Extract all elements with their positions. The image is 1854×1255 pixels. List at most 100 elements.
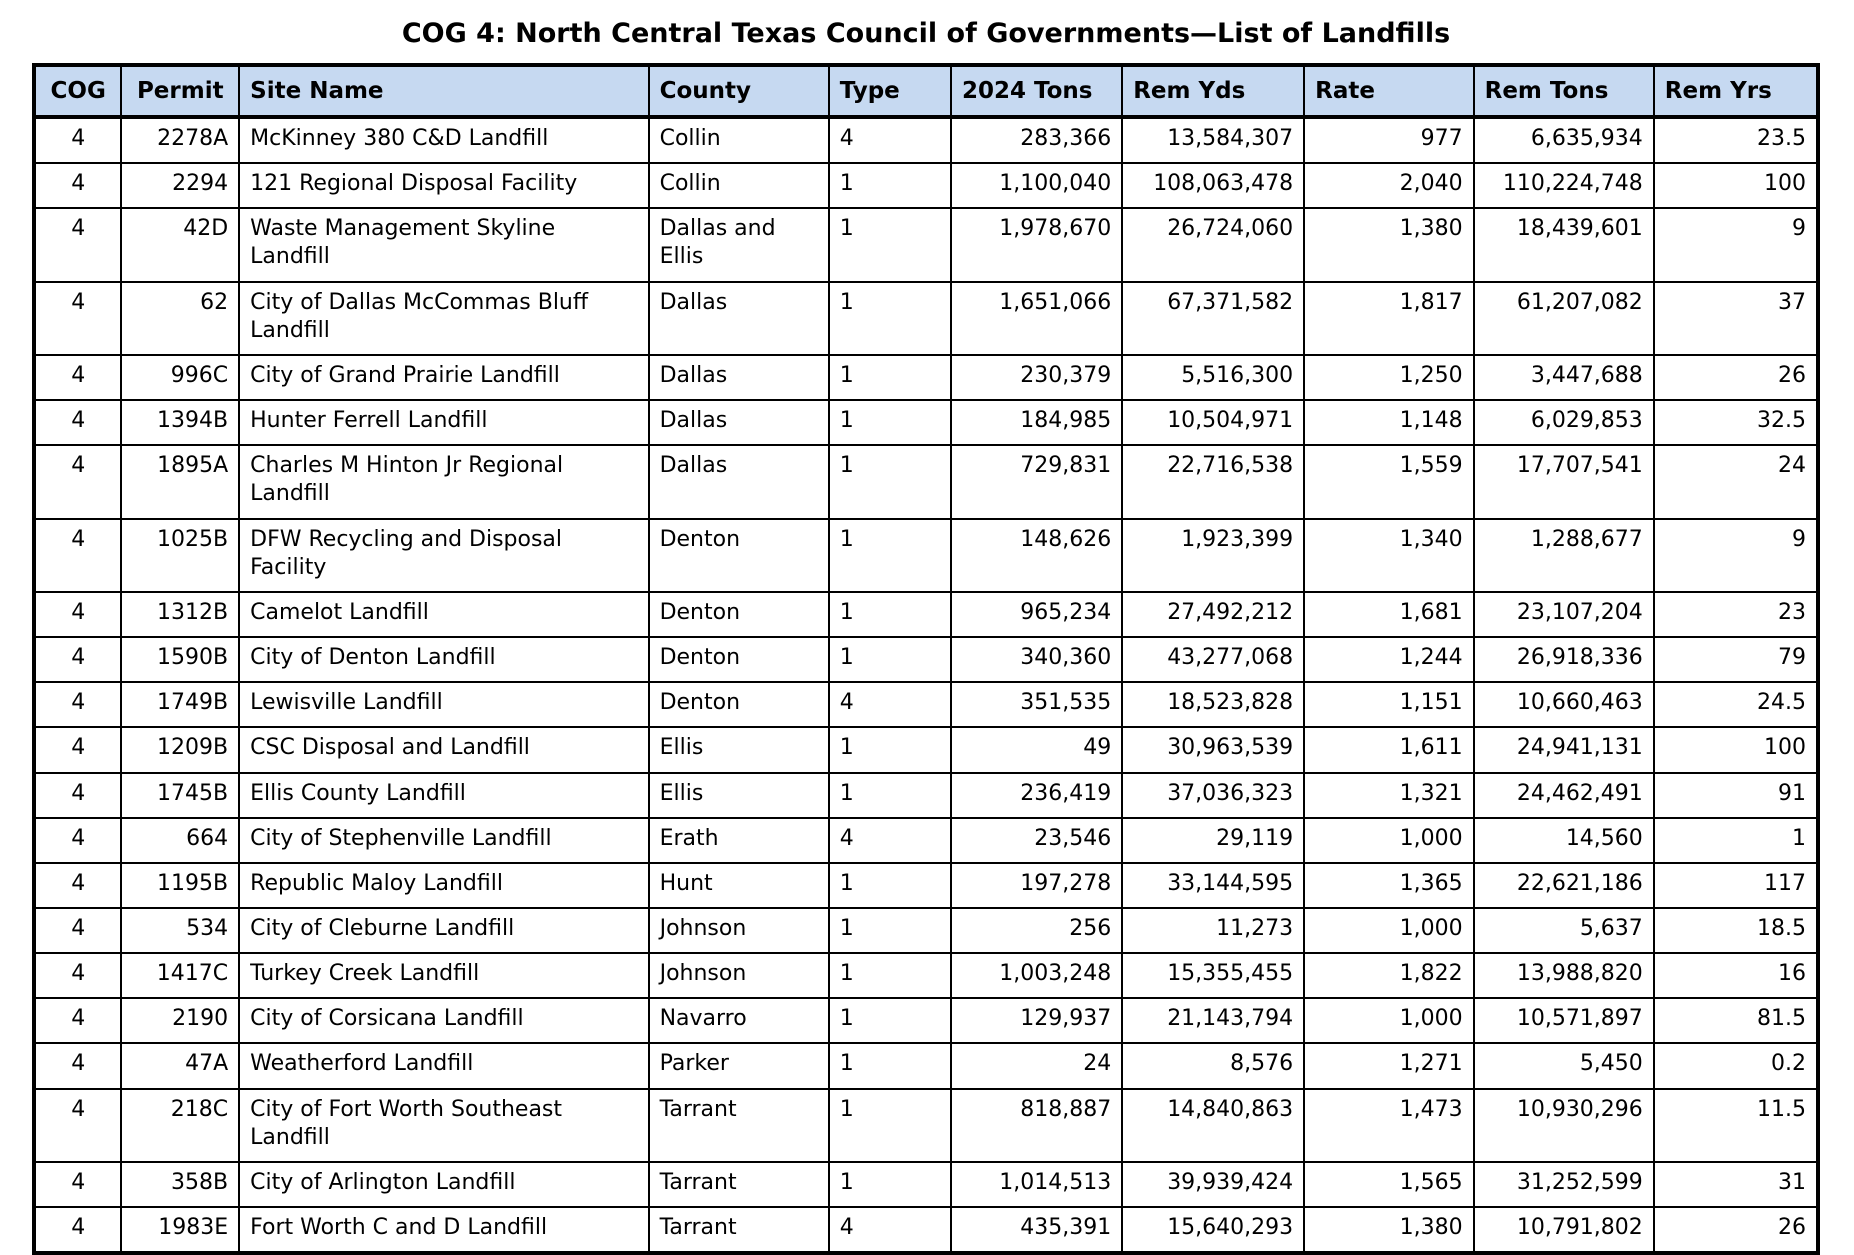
cell-county: Parker [647,1042,830,1090]
cell-rem_yds: 108,063,478 [1121,162,1306,210]
cell-cog: 4 [32,681,123,729]
cell-rem_yds: 39,939,424 [1121,1160,1306,1209]
cell-cog: 4 [32,997,123,1045]
cell-rem_yrs: 11.5 [1652,1087,1820,1163]
cell-type: 1 [827,1160,952,1209]
cell-type: 1 [827,280,952,356]
cell-county: Denton [647,590,830,639]
cell-rem_yrs: 81.5 [1652,997,1820,1045]
cell-rem_yrs: 16 [1652,952,1820,1000]
cell-permit: 1417C [120,952,241,1000]
cell-permit: 1895A [120,444,241,520]
table-row: 4 1195B Republic Maloy Landfill Hunt 1 197,27… [32,861,1820,909]
table-row: 4 664 City of Stephenville Landfill Erath 4 2… [32,816,1820,864]
cell-site_name: City of Denton Landfill [238,636,650,684]
cell-rem_yrs: 0.2 [1652,1042,1820,1090]
cell-county: Denton [647,517,830,593]
cell-rate: 1,000 [1303,997,1475,1045]
cell-rate: 1,000 [1303,906,1475,955]
cell-type: 1 [827,906,952,955]
cell-site_name: Ellis County Landfill [238,771,650,819]
cell-site_name: Republic Maloy Landfill [238,861,650,909]
cell-rem_yrs: 91 [1652,771,1820,819]
cell-rem_tons: 61,207,082 [1472,280,1655,356]
cell-rem_yrs: 31 [1652,1160,1820,1209]
cell-rem_yrs: 24.5 [1652,681,1820,729]
cell-cog: 4 [32,952,123,1000]
table-row: 4 1394B Hunter Ferrell Landfill Dallas 1 184,… [32,399,1820,447]
cell-rate: 1,380 [1303,207,1475,283]
cell-county: Tarrant [647,1087,830,1163]
cell-rem_tons: 110,224,748 [1472,162,1655,210]
cell-rem_yrs: 9 [1652,207,1820,283]
cell-type: 4 [827,681,952,729]
cell-rate: 1,151 [1303,681,1475,729]
cell-type: 1 [827,997,952,1045]
cell-site_name: Hunter Ferrell Landfill [238,399,650,447]
cell-county: Dallas [647,444,830,520]
page-title: COG 4: North Central Texas Council of Go… [401,18,1451,49]
cell-permit: 996C [120,353,241,402]
table-row: 4 1209B CSC Disposal and Landfill Ellis 1 49 3… [32,726,1820,774]
cell-tons_2024: 818,887 [949,1087,1124,1163]
cell-tons_2024: 129,937 [949,997,1124,1045]
cell-rate: 977 [1303,115,1475,165]
cell-permit: 1590B [120,636,241,684]
cell-tons_2024: 236,419 [949,771,1124,819]
cell-type: 1 [827,1087,952,1163]
cell-rem_yrs: 79 [1652,636,1820,684]
cell-county: Denton [647,681,830,729]
cell-rem_yds: 33,144,595 [1121,861,1306,909]
cell-rem_yrs: 100 [1652,726,1820,774]
cell-rem_tons: 10,791,802 [1472,1206,1655,1255]
cell-cog: 4 [32,115,123,165]
cell-rate: 1,817 [1303,280,1475,356]
cell-county: Ellis [647,771,830,819]
column-header-type: Type [827,64,952,119]
cell-rem_tons: 6,635,934 [1472,115,1655,165]
cell-rem_tons: 6,029,853 [1472,399,1655,447]
cell-rem_yrs: 117 [1652,861,1820,909]
table-row: 4 1417C Turkey Creek Landfill Johnson 1 1,003… [32,952,1820,1000]
table-row: 4 2294 121 Regional Disposal Facility Colli… [32,162,1820,210]
cell-permit: 664 [120,816,241,864]
cell-rate: 1,365 [1303,861,1475,909]
table-body: 4 2278A McKinney 380 C&D Landfill Collin 4 28… [32,115,1820,1255]
cell-rem_yds: 10,504,971 [1121,399,1306,447]
column-header-rate: Rate [1303,64,1475,119]
cell-rate: 1,565 [1303,1160,1475,1209]
table-row: 4 358B City of Arlington Landfill Tarrant 1 1… [32,1160,1820,1209]
cell-county: Tarrant [647,1160,830,1209]
cell-cog: 4 [32,771,123,819]
cell-rem_yds: 67,371,582 [1121,280,1306,356]
cell-site_name: City of Grand Prairie Landfill [238,353,650,402]
cell-tons_2024: 184,985 [949,399,1124,447]
cell-permit: 1209B [120,726,241,774]
cell-site_name: Charles M Hinton Jr Regional Landfill [238,444,650,520]
cell-site_name: City of Fort Worth Southeast Landfill [238,1087,650,1163]
cell-permit: 534 [120,906,241,955]
cell-rate: 1,148 [1303,399,1475,447]
cell-type: 1 [827,353,952,402]
cell-site_name: 121 Regional Disposal Facility [238,162,650,210]
cell-tons_2024: 197,278 [949,861,1124,909]
cell-type: 1 [827,952,952,1000]
cell-rem_yrs: 18.5 [1652,906,1820,955]
cell-type: 1 [827,636,952,684]
cell-type: 4 [827,115,952,165]
cell-type: 1 [827,861,952,909]
cell-tons_2024: 230,379 [949,353,1124,402]
cell-permit: 42D [120,207,241,283]
table-row: 4 2278A McKinney 380 C&D Landfill Collin 4 28… [32,115,1820,165]
cell-permit: 47A [120,1042,241,1090]
cell-rem_tons: 26,918,336 [1472,636,1655,684]
cell-rem_tons: 18,439,601 [1472,207,1655,283]
cell-rem_yds: 13,584,307 [1121,115,1306,165]
cell-rate: 1,000 [1303,816,1475,864]
cell-rem_tons: 1,288,677 [1472,517,1655,593]
cell-rem_tons: 22,621,186 [1472,861,1655,909]
table-row: 4 1590B City of Denton Landfill Denton 1 340,… [32,636,1820,684]
cell-rem_yds: 14,840,863 [1121,1087,1306,1163]
cell-tons_2024: 1,014,513 [949,1160,1124,1209]
